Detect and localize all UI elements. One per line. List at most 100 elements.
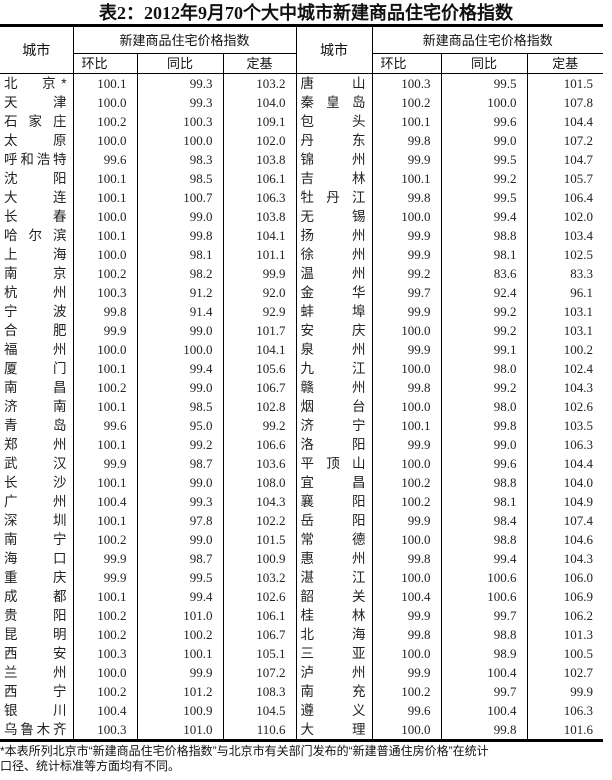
right-mom-cell: 100.3 xyxy=(371,73,442,93)
left-yoy-cell: 99.0 xyxy=(136,378,224,397)
right-yoy-cell: 98.8 xyxy=(440,473,528,492)
right-base-cell: 103.1 xyxy=(526,321,604,340)
left-city-cell: 石家庄 xyxy=(0,112,74,131)
table-row: 乌鲁木齐 100.3 101.0 110.6 大 理 100.0 99.8 101.6 xyxy=(0,720,604,741)
table-row: 长 春 100.0 99.0 103.8 无 锡 100.0 99.4 102.0 xyxy=(0,207,604,226)
right-mom-cell: 100.0 xyxy=(371,644,442,663)
right-mom-cell: 100.0 xyxy=(371,568,442,587)
table-row: 南 宁 100.2 99.0 101.5 常 德 100.0 98.8 104.6 xyxy=(0,530,604,549)
table-row: 杭 州 100.3 91.2 92.0 金 华 99.7 92.4 96.1 xyxy=(0,283,604,302)
city-name: 合 肥 xyxy=(4,322,67,338)
table-row: 福 州 100.0 100.0 104.1 泉 州 99.9 99.1 100.2 xyxy=(0,340,604,359)
left-mom-cell: 100.0 xyxy=(72,663,138,682)
left-city-cell: 福 州 xyxy=(0,340,74,359)
city-name: 无 锡 xyxy=(300,208,366,224)
right-base-cell: 104.6 xyxy=(526,530,604,549)
right-mom-cell: 99.7 xyxy=(371,283,442,302)
right-yoy-cell: 99.5 xyxy=(440,188,528,207)
right-yoy-cell: 99.0 xyxy=(440,435,528,454)
right-base-cell: 104.9 xyxy=(526,492,604,511)
left-yoy-cell: 99.3 xyxy=(136,73,224,93)
city-name: 重 庆 xyxy=(4,569,67,585)
city-name: 长 沙 xyxy=(4,474,67,490)
right-city-cell: 南 充 xyxy=(295,682,373,701)
right-base-cell: 104.4 xyxy=(526,454,604,473)
right-city-cell: 秦皇岛 xyxy=(295,93,373,112)
city-name: 三 亚 xyxy=(300,645,366,661)
city-name: 牡丹江 xyxy=(300,189,366,205)
right-city-cell: 泸 州 xyxy=(295,663,373,682)
right-yoy-cell: 98.8 xyxy=(440,226,528,245)
table-row: 天 津 100.0 99.3 104.0 秦皇岛 100.2 100.0 107.8 xyxy=(0,93,604,112)
table-row: 合 肥 99.9 99.0 101.7 安 庆 100.0 99.2 103.1 xyxy=(0,321,604,340)
right-yoy-cell: 99.5 xyxy=(440,150,528,169)
right-mom-cell: 100.0 xyxy=(371,207,442,226)
city-name: 湛 江 xyxy=(300,569,366,585)
right-city-cell: 吉 林 xyxy=(295,169,373,188)
table-row: 呼和浩特 99.6 98.3 103.8 锦 州 99.9 99.5 104.7 xyxy=(0,150,604,169)
table-row: 昆 明 100.2 100.2 106.7 北 海 99.8 98.8 101.3 xyxy=(0,625,604,644)
right-yoy-cell: 100.4 xyxy=(440,663,528,682)
right-yoy-cell: 98.1 xyxy=(440,245,528,264)
city-name: 福 州 xyxy=(4,341,67,357)
right-mom-cell: 99.8 xyxy=(371,131,442,150)
header-city-right: 城市 xyxy=(295,25,373,74)
right-mom-cell: 99.9 xyxy=(371,435,442,454)
right-city-cell: 蚌 埠 xyxy=(295,302,373,321)
left-city-cell: 宁 波 xyxy=(0,302,74,321)
right-city-cell: 平顶山 xyxy=(295,454,373,473)
city-name: 海 口 xyxy=(4,550,67,566)
right-yoy-cell: 99.0 xyxy=(440,131,528,150)
right-mom-cell: 100.0 xyxy=(371,720,442,741)
right-mom-cell: 100.0 xyxy=(371,359,442,378)
left-base-cell: 104.0 xyxy=(222,93,297,112)
left-city-cell: 成 都 xyxy=(0,587,74,606)
city-name: 南 京 xyxy=(4,265,67,281)
left-yoy-cell: 99.3 xyxy=(136,492,224,511)
header-mom-right: 环比 xyxy=(371,53,442,74)
right-city-cell: 丹 东 xyxy=(295,131,373,150)
right-yoy-cell: 99.2 xyxy=(440,302,528,321)
left-mom-cell: 100.0 xyxy=(72,93,138,112)
right-yoy-cell: 99.6 xyxy=(440,454,528,473)
table-row: 贵 阳 100.2 101.0 106.1 桂 林 99.9 99.7 106.2 xyxy=(0,606,604,625)
left-city-cell: 西 安 xyxy=(0,644,74,663)
table-row: 南 京 100.2 98.2 99.9 温 州 99.2 83.6 83.3 xyxy=(0,264,604,283)
city-name: 包 头 xyxy=(300,113,366,129)
table-row: 长 沙 100.1 99.0 108.0 宜 昌 100.2 98.8 104.0 xyxy=(0,473,604,492)
left-yoy-cell: 101.0 xyxy=(136,720,224,741)
left-city-cell: 广 州 xyxy=(0,492,74,511)
left-base-cell: 106.1 xyxy=(222,606,297,625)
table-body: 北 京* 100.1 99.3 103.2 唐 山 100.3 99.5 101.5 天 津 10… xyxy=(0,73,604,741)
header-index-group-right: 新建商品住宅价格指数 xyxy=(371,25,604,54)
right-mom-cell: 99.8 xyxy=(371,378,442,397)
header-yoy-left: 同比 xyxy=(136,53,224,74)
city-name: 平顶山 xyxy=(300,455,366,471)
right-yoy-cell: 100.6 xyxy=(440,587,528,606)
right-base-cell: 102.6 xyxy=(526,397,604,416)
left-base-cell: 101.5 xyxy=(222,530,297,549)
left-base-cell: 103.2 xyxy=(222,73,297,93)
right-city-cell: 常 德 xyxy=(295,530,373,549)
left-yoy-cell: 98.5 xyxy=(136,397,224,416)
city-name: 贵 阳 xyxy=(4,607,67,623)
left-yoy-cell: 101.2 xyxy=(136,682,224,701)
right-yoy-cell: 99.1 xyxy=(440,340,528,359)
left-mom-cell: 100.1 xyxy=(72,359,138,378)
table-row: 西 安 100.3 100.1 105.1 三 亚 100.0 98.9 100.5 xyxy=(0,644,604,663)
city-name: 宜 昌 xyxy=(300,474,366,490)
right-city-cell: 北 海 xyxy=(295,625,373,644)
right-yoy-cell: 99.8 xyxy=(440,416,528,435)
left-yoy-cell: 98.1 xyxy=(136,245,224,264)
left-yoy-cell: 99.0 xyxy=(136,473,224,492)
right-yoy-cell: 92.4 xyxy=(440,283,528,302)
city-name: 杭 州 xyxy=(4,284,67,300)
right-city-cell: 湛 江 xyxy=(295,568,373,587)
table-row: 太 原 100.0 100.0 102.0 丹 东 99.8 99.0 107.2 xyxy=(0,131,604,150)
city-name: 兰 州 xyxy=(4,664,67,680)
right-base-cell: 83.3 xyxy=(526,264,604,283)
city-name: 大 理 xyxy=(300,721,366,737)
left-yoy-cell: 99.3 xyxy=(136,93,224,112)
right-mom-cell: 99.9 xyxy=(371,150,442,169)
city-name: 宁 波 xyxy=(4,303,67,319)
